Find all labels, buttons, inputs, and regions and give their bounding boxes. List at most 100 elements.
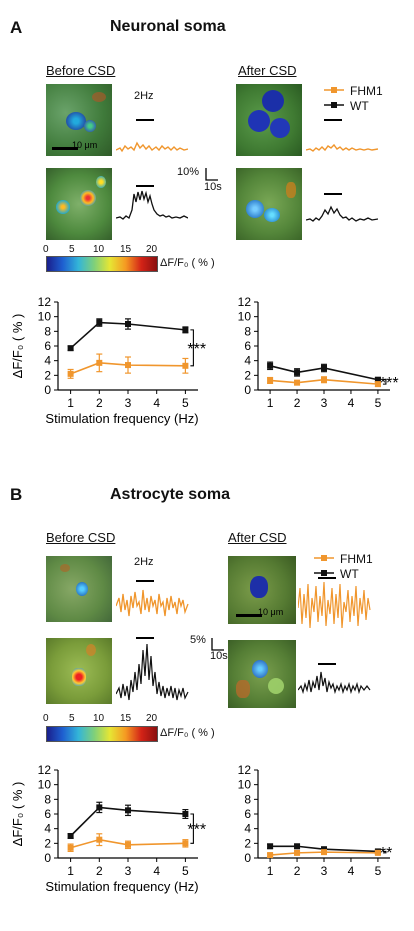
stim-label-b: 2Hz	[134, 556, 154, 568]
data-point-wt	[321, 365, 327, 371]
y-tick-label: 6	[244, 807, 251, 821]
data-point-fhm1	[267, 377, 274, 384]
x-tick-label: 4	[153, 396, 160, 410]
x-tick-label: 2	[294, 396, 301, 410]
data-point-wt	[267, 362, 274, 369]
y-tick-label: 4	[44, 822, 51, 836]
micrograph-a-fhm1-before: 10 μm	[46, 84, 112, 156]
x-tick-label: 1	[267, 396, 274, 410]
y-tick-label: 4	[44, 354, 51, 368]
y-tick-label: 0	[44, 851, 51, 865]
data-point-fhm1	[267, 852, 274, 859]
colorbar-a-tick: 20	[146, 244, 158, 255]
significance-label: **	[380, 845, 392, 862]
stim-label-a: 2Hz	[134, 90, 154, 102]
colorbar-b-tick: 15	[120, 713, 132, 724]
micrograph-a-wt-before	[46, 168, 112, 240]
x-tick-label: 2	[294, 864, 301, 878]
colorbar-b-ticks: 0 5 10 15 20	[40, 713, 165, 725]
series-line-wt	[70, 806, 186, 837]
significance-bracket	[382, 379, 387, 385]
trace-a-wt-before	[116, 185, 188, 220]
micro-scale-a: 10 μm	[72, 140, 98, 150]
micrograph-a-fhm1-after	[236, 84, 302, 156]
significance-bracket	[382, 850, 387, 854]
x-tick-label: 5	[375, 396, 382, 410]
legend-b-symbols	[314, 555, 334, 576]
data-point-fhm1	[374, 849, 381, 856]
data-point-fhm1	[67, 370, 74, 377]
series-line-fhm1	[70, 362, 186, 375]
micro-scale-b: 10 μm	[258, 607, 284, 617]
scalebar-a-y: 10%	[177, 166, 200, 178]
trace-b-fhm1-after	[298, 577, 371, 629]
series-line-fhm1	[70, 838, 186, 849]
trace-b-wt-after	[298, 663, 371, 695]
x-tick-label: 1	[67, 396, 74, 410]
trace-b-wt-before	[116, 637, 189, 701]
y-tick-label: 8	[244, 792, 251, 806]
colorbar-a-tick: 5	[69, 244, 75, 255]
y-tick-label: 10	[38, 310, 52, 324]
significance-bracket	[190, 813, 194, 844]
y-tick-label: 4	[244, 354, 251, 368]
x-tick-label: 5	[182, 396, 189, 410]
data-point-wt	[67, 345, 74, 352]
y-tick-label: 0	[244, 851, 251, 865]
data-point-fhm1	[96, 836, 103, 843]
data-point-fhm1	[67, 844, 74, 851]
scalebar-b-y: 5%	[190, 634, 206, 646]
y-tick-label: 6	[44, 339, 51, 353]
panel-a-letter: A	[10, 18, 23, 37]
y-axis-label: ΔF/F₀ ( % )	[10, 782, 25, 847]
trace-a-fhm1-after	[306, 119, 378, 152]
colorbar-b-label: ΔF/F₀ ( % )	[160, 727, 215, 739]
legend-b-fhm1: FHM1	[340, 552, 373, 566]
legend-a-fhm1: FHM1	[350, 84, 383, 98]
x-tick-label: 2	[96, 864, 103, 878]
legend-a-wt: WT	[350, 99, 369, 113]
panel-b-before-label: Before CSD	[46, 530, 116, 545]
significance-label: ***	[380, 375, 399, 392]
data-point-fhm1	[374, 381, 381, 388]
trace-a-fhm1-before	[116, 119, 188, 153]
data-point-fhm1	[96, 359, 103, 366]
data-point-wt	[67, 833, 74, 839]
x-tick-label: 4	[348, 396, 355, 410]
trace-b-fhm1-before	[116, 580, 189, 617]
x-axis-label: Stimulation frequency (Hz)	[45, 879, 198, 894]
x-tick-label: 5	[182, 864, 189, 878]
data-point-wt	[182, 811, 189, 817]
panel-b-after-label: After CSD	[228, 530, 287, 545]
data-point-wt	[294, 369, 301, 376]
x-axis-label: Stimulation frequency (Hz)	[45, 411, 198, 426]
colorbar-b	[46, 726, 158, 742]
series-line-fhm1	[270, 851, 378, 856]
series-line-wt	[70, 321, 186, 349]
y-tick-label: 8	[44, 792, 51, 806]
y-axis-label: ΔF/F₀ ( % )	[10, 314, 25, 379]
x-tick-label: 3	[125, 396, 132, 410]
panel-b-title: Astrocyte soma	[110, 486, 231, 503]
scalebar-a	[205, 168, 218, 181]
y-tick-label: 4	[244, 822, 251, 836]
colorbar-b-tick: 20	[146, 713, 158, 724]
micrograph-b-fhm1-after: 10 μm	[228, 556, 296, 624]
x-tick-label: 3	[125, 864, 132, 878]
x-tick-label: 1	[67, 864, 74, 878]
significance-bracket	[190, 329, 194, 367]
data-point-fhm1	[321, 376, 327, 383]
scalebar-b-x: 10s	[210, 650, 228, 662]
significance-label: ***	[187, 341, 206, 358]
colorbar-a-label: ΔF/F₀ ( % )	[160, 257, 215, 269]
data-point-wt	[182, 326, 189, 333]
data-point-fhm1	[125, 841, 131, 848]
x-tick-label: 2	[96, 396, 103, 410]
y-tick-label: 8	[244, 324, 251, 338]
legend-a-symbols	[324, 87, 344, 108]
y-tick-label: 2	[244, 836, 251, 850]
y-tick-label: 2	[44, 368, 51, 382]
data-point-wt	[125, 321, 131, 327]
